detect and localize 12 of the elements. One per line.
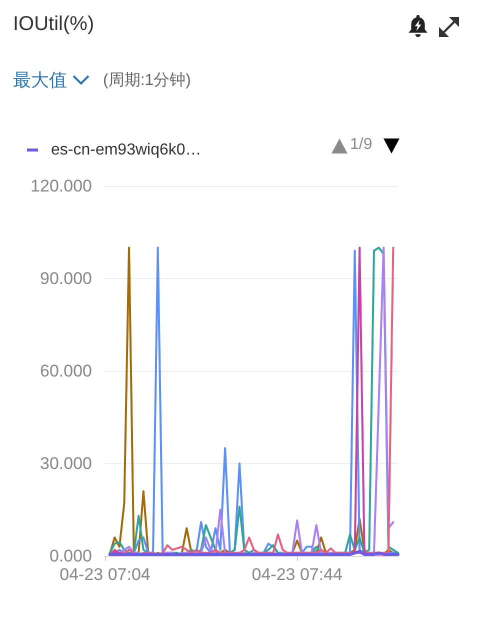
x-tick-label: 04-23 07:04 bbox=[60, 565, 150, 584]
legend-label: es-cn-em93wiq6k0… bbox=[51, 142, 202, 158]
chart-subtitle: (周期:1分钟) bbox=[103, 71, 191, 91]
y-tick-label: 60.000 bbox=[40, 362, 92, 380]
x-tick-label: 04-23 07:44 bbox=[252, 565, 343, 584]
y-tick-label: 30.000 bbox=[40, 454, 92, 473]
text: 最大值 bbox=[13, 69, 67, 92]
text: 1/9 bbox=[350, 136, 372, 154]
y-tick-label: 120.000 bbox=[30, 176, 92, 196]
y-tick-label: 90.000 bbox=[40, 269, 92, 288]
chart-title: IOUtil(%) bbox=[13, 13, 94, 36]
y-tick-label: 0.000 bbox=[49, 546, 92, 566]
